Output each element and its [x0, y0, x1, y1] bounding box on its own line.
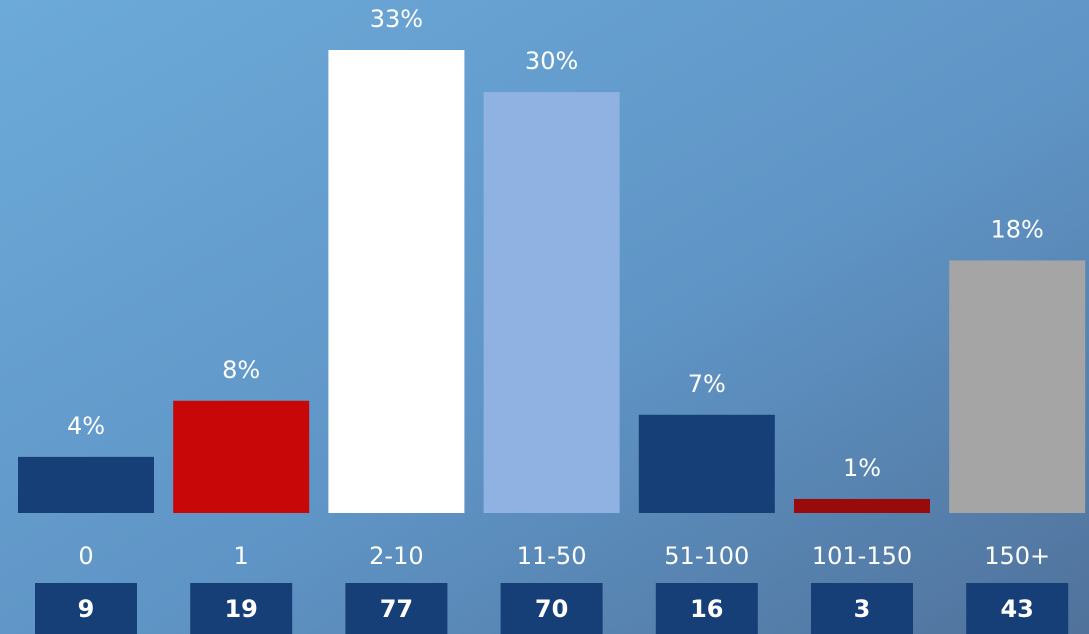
bar: [949, 260, 1086, 513]
value-label: 1%: [843, 454, 881, 482]
count-label: 3: [854, 595, 871, 623]
count-label: 9: [78, 595, 95, 623]
count-label: 19: [224, 595, 257, 623]
bar: [328, 50, 465, 513]
bar: [18, 456, 154, 513]
count-box: [811, 583, 913, 634]
value-label: 4%: [67, 412, 105, 440]
count-label: 77: [380, 595, 413, 623]
bar: [638, 414, 775, 513]
count-box: [345, 583, 448, 634]
x-tick-label: 150+: [984, 542, 1050, 570]
bar: [483, 92, 620, 513]
x-tick-label: 51-100: [664, 542, 749, 570]
count-label: 16: [690, 595, 723, 623]
value-label: 8%: [222, 356, 260, 384]
count-box: [190, 583, 293, 634]
count-box: [655, 583, 758, 634]
count-box: [966, 583, 1069, 634]
x-tick-label: 11-50: [517, 542, 587, 570]
x-tick-label: 101-150: [812, 542, 912, 570]
count-label: 43: [1000, 595, 1033, 623]
count-box: [500, 583, 603, 634]
count-box: [35, 583, 137, 634]
x-tick-label: 0: [78, 542, 93, 570]
value-label: 33%: [370, 5, 423, 33]
bar: [794, 498, 930, 513]
x-tick-label: 2-10: [369, 542, 423, 570]
value-label: 18%: [991, 215, 1044, 243]
count-label: 70: [535, 595, 568, 623]
x-tick-label: 1: [234, 542, 249, 570]
bar: [173, 400, 310, 513]
value-label: 30%: [525, 47, 578, 75]
value-label: 7%: [688, 370, 726, 398]
